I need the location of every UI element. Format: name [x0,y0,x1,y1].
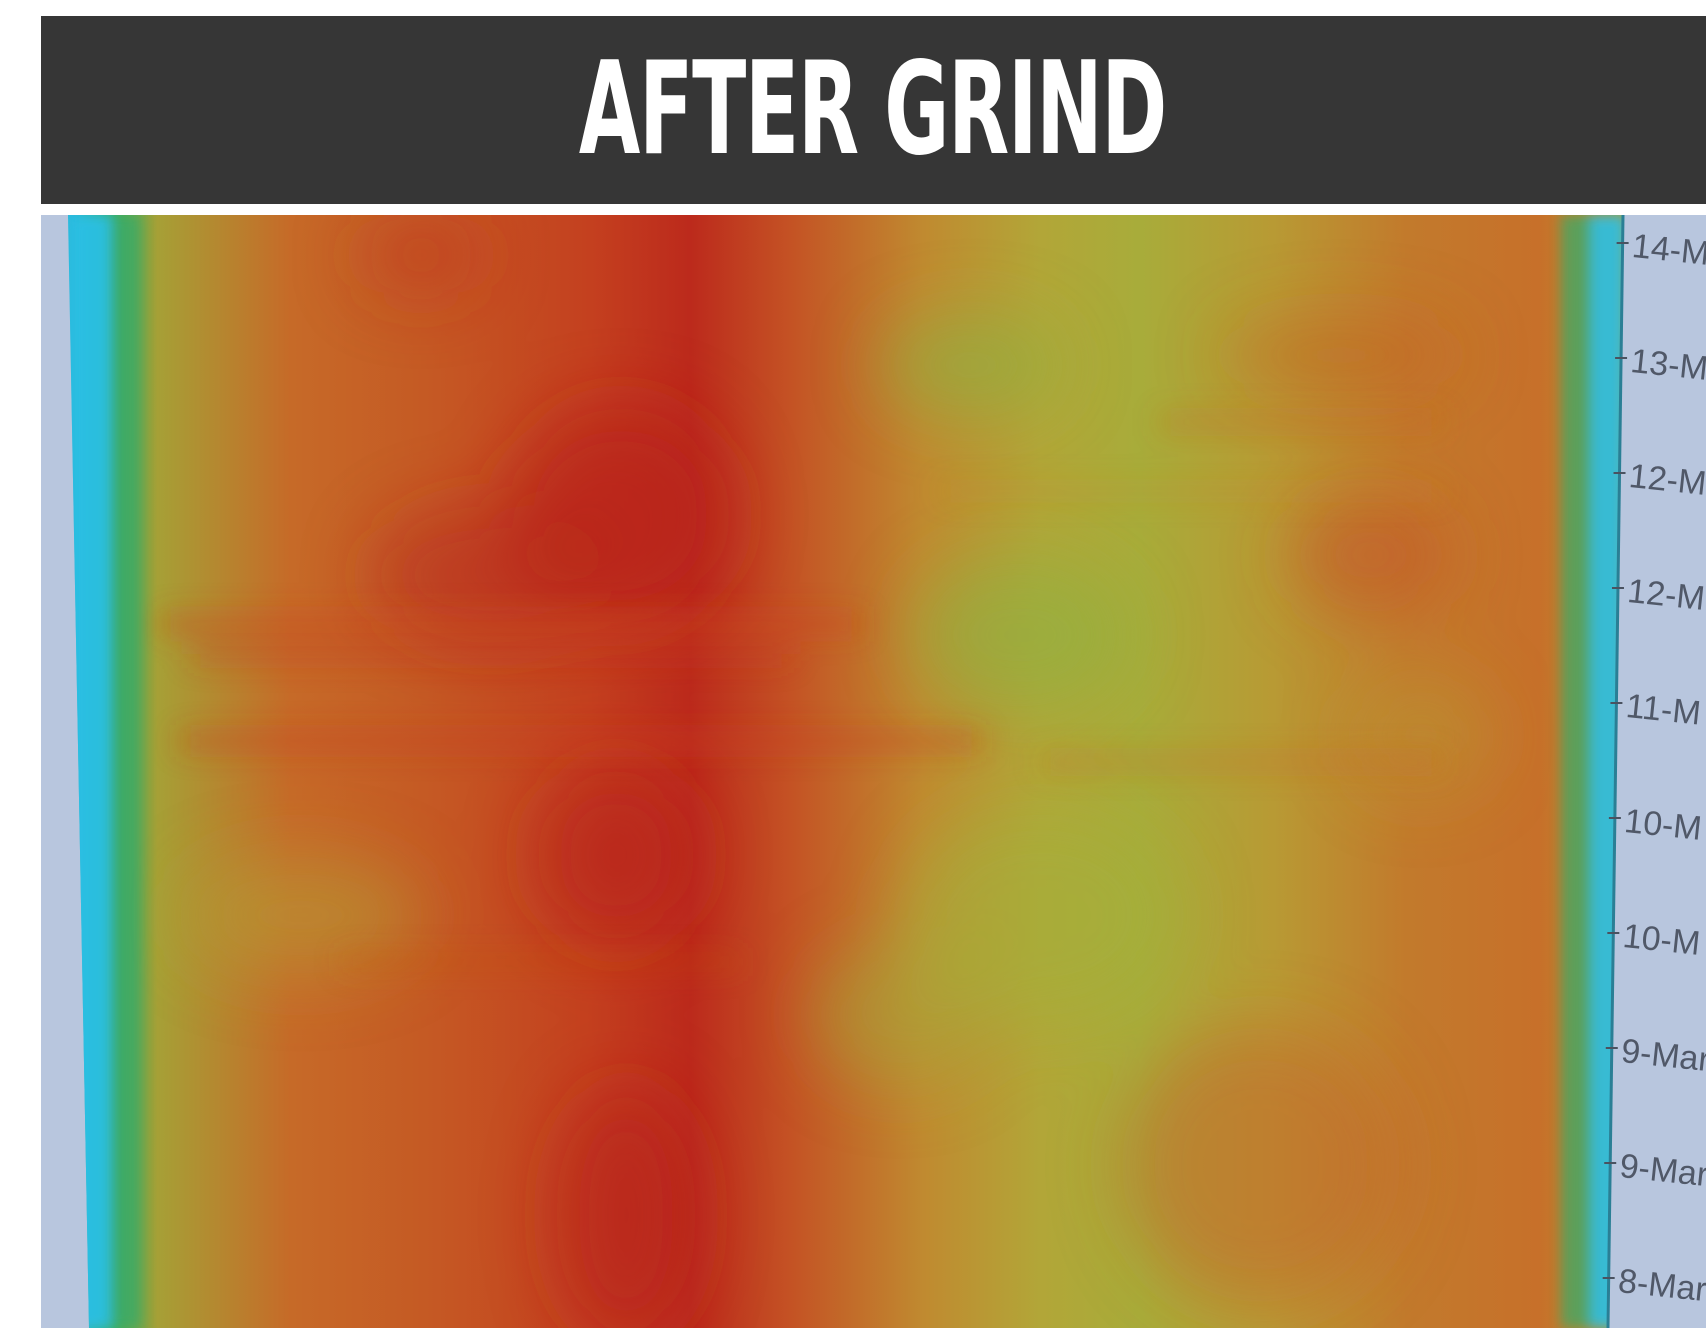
heatmap-chart: 14-M 13-M 12-M 12-M 11-M 10-M 10-M 9-Mar 9-Mar 8-… [68,215,1706,1328]
y-tick-label: 10-M [1623,802,1704,848]
y-tick-label: 14-M [1630,227,1706,273]
heatmap-photo: 14-M 13-M 12-M 12-M 11-M 10-M 10-M 9-Mar 9-Mar 8-… [41,215,1706,1328]
page-title: AFTER GRIND [578,35,1167,184]
heatmap-hotspots [181,215,1491,1328]
heatmap-streaks [161,415,1441,969]
y-axis-ticks: 14-M 13-M 12-M 12-M 11-M 10-M 10-M 9-Mar 9-Mar 8-… [1602,227,1706,1309]
y-tick-label: 10-M [1621,917,1702,963]
right-axis-line [1606,215,1625,1328]
heatmap-strip [68,215,1624,1328]
title-bar: AFTER GRIND [41,16,1706,204]
y-tick-label: 9-Mar [1618,1147,1706,1194]
y-tick-label: 8-Mar [1616,1262,1706,1309]
y-tick-label: 9-Mar [1619,1032,1706,1079]
y-tick-label: 11-M [1624,687,1703,733]
y-tick-label: 12-M [1626,572,1706,618]
y-tick-label: 13-M [1629,342,1706,388]
y-tick-label: 12-M [1627,457,1706,503]
